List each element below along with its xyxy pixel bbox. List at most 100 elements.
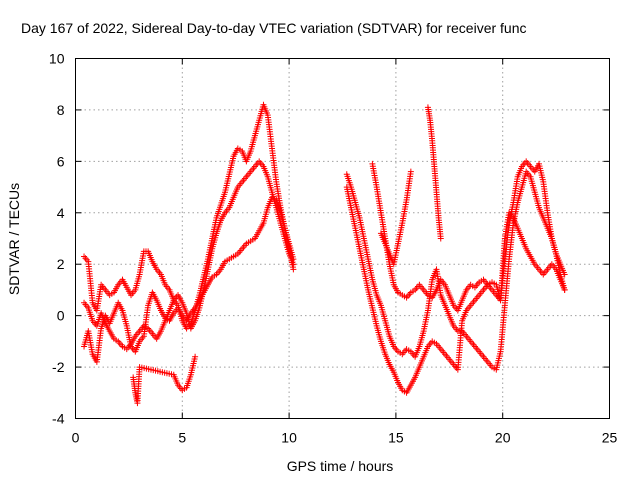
data-point-trace <box>85 261 96 304</box>
data-point-trace <box>90 353 99 363</box>
data-point-trace <box>138 324 146 333</box>
series-track-4 <box>130 353 199 407</box>
data-point-trace <box>464 283 473 292</box>
data-point-trace <box>378 212 388 240</box>
data-point-trace <box>404 384 413 394</box>
data-point-trace <box>417 355 426 369</box>
data-point-trace <box>502 258 512 306</box>
data-point-trace <box>261 103 270 117</box>
data-point-trace <box>82 255 90 263</box>
series-track-9 <box>424 104 444 242</box>
axis-ticks <box>75 58 610 419</box>
data-point-trace <box>257 222 266 232</box>
data-point-trace <box>107 330 116 340</box>
data-point-trace <box>502 222 512 260</box>
data-point-trace <box>172 306 180 315</box>
data-point-trace <box>116 340 125 348</box>
data-point-trace <box>133 340 142 353</box>
data-point-trace <box>214 268 223 276</box>
data-point-trace <box>510 176 521 204</box>
data-point-trace <box>459 309 469 322</box>
data-point-trace <box>494 293 503 302</box>
data-point-trace <box>265 114 275 150</box>
x-tick-label: 0 <box>72 430 80 446</box>
data-point-trace <box>167 299 176 312</box>
data-point-trace <box>497 304 508 353</box>
data-point-trace <box>553 252 563 266</box>
data-point <box>437 235 444 242</box>
data-point-trace <box>357 217 367 240</box>
data-point-trace <box>129 345 137 353</box>
data-point-trace <box>477 288 486 297</box>
data-point-trace <box>558 263 567 276</box>
data-point-trace <box>120 278 129 289</box>
data-point-trace <box>459 288 469 302</box>
data-points <box>81 101 568 407</box>
series-track-8 <box>377 168 414 268</box>
plot-frame <box>75 58 610 419</box>
data-point-trace <box>541 216 550 230</box>
data-point-trace <box>91 319 99 328</box>
data-point-trace <box>395 222 405 245</box>
data-point-trace <box>214 204 224 219</box>
data-point <box>192 353 199 360</box>
data-point-trace <box>532 191 542 209</box>
data-point-trace <box>391 242 401 265</box>
data-point-trace <box>549 237 559 255</box>
data-point-trace <box>133 329 142 338</box>
y-tick-label: 6 <box>57 153 65 169</box>
data-point-trace <box>447 294 456 307</box>
data-point-trace <box>429 140 438 168</box>
data-point-trace <box>286 242 296 260</box>
data-point-trace <box>536 206 546 219</box>
data-point-trace <box>421 345 431 358</box>
y-tick-label: -4 <box>52 411 65 427</box>
data-point-trace <box>369 163 380 188</box>
data-point-trace <box>451 324 460 333</box>
x-tick-label: 10 <box>281 430 297 446</box>
data-point-trace <box>231 147 240 158</box>
data-point-trace <box>201 283 210 294</box>
data-point-trace <box>176 306 185 317</box>
data-point-trace <box>524 247 533 258</box>
y-tick-label: 2 <box>57 256 65 272</box>
data-point-trace <box>218 211 227 222</box>
data-point-trace <box>222 173 232 193</box>
data-point-trace <box>502 212 512 240</box>
x-axis-label: GPS time / hours <box>287 458 394 474</box>
data-point-trace <box>261 165 270 178</box>
data-point-trace <box>511 216 520 230</box>
data-point-trace <box>361 268 371 291</box>
data-point-trace <box>493 350 504 371</box>
data-point-trace <box>286 252 296 266</box>
data-point-trace <box>103 322 112 333</box>
data-point-trace <box>265 175 275 194</box>
data-point-trace <box>412 366 422 379</box>
data-point-trace <box>120 309 130 327</box>
data-point-trace <box>541 268 550 276</box>
data-point-trace <box>383 353 392 366</box>
data-point-trace <box>486 283 494 292</box>
data-point-trace <box>146 327 154 335</box>
data-point-trace <box>145 250 155 263</box>
data-point <box>407 168 414 175</box>
data-point-trace <box>455 320 465 371</box>
data-point-trace <box>442 283 452 297</box>
data-point-trace <box>464 304 473 312</box>
data-point-trace <box>196 276 207 296</box>
data-point-trace <box>430 288 439 299</box>
data-point-trace <box>417 330 427 348</box>
data-point-trace <box>374 294 384 307</box>
data-point-trace <box>544 212 555 240</box>
data-point-trace <box>171 373 181 387</box>
data-point-trace <box>473 280 481 289</box>
data-point-trace <box>396 381 405 392</box>
data-point-trace <box>82 301 90 310</box>
data-point-trace <box>227 196 236 209</box>
series-track-2 <box>81 194 297 365</box>
y-tick-label: 8 <box>57 102 65 118</box>
data-point-trace <box>154 330 163 340</box>
data-point-trace <box>370 278 380 296</box>
data-point-trace <box>240 242 248 251</box>
